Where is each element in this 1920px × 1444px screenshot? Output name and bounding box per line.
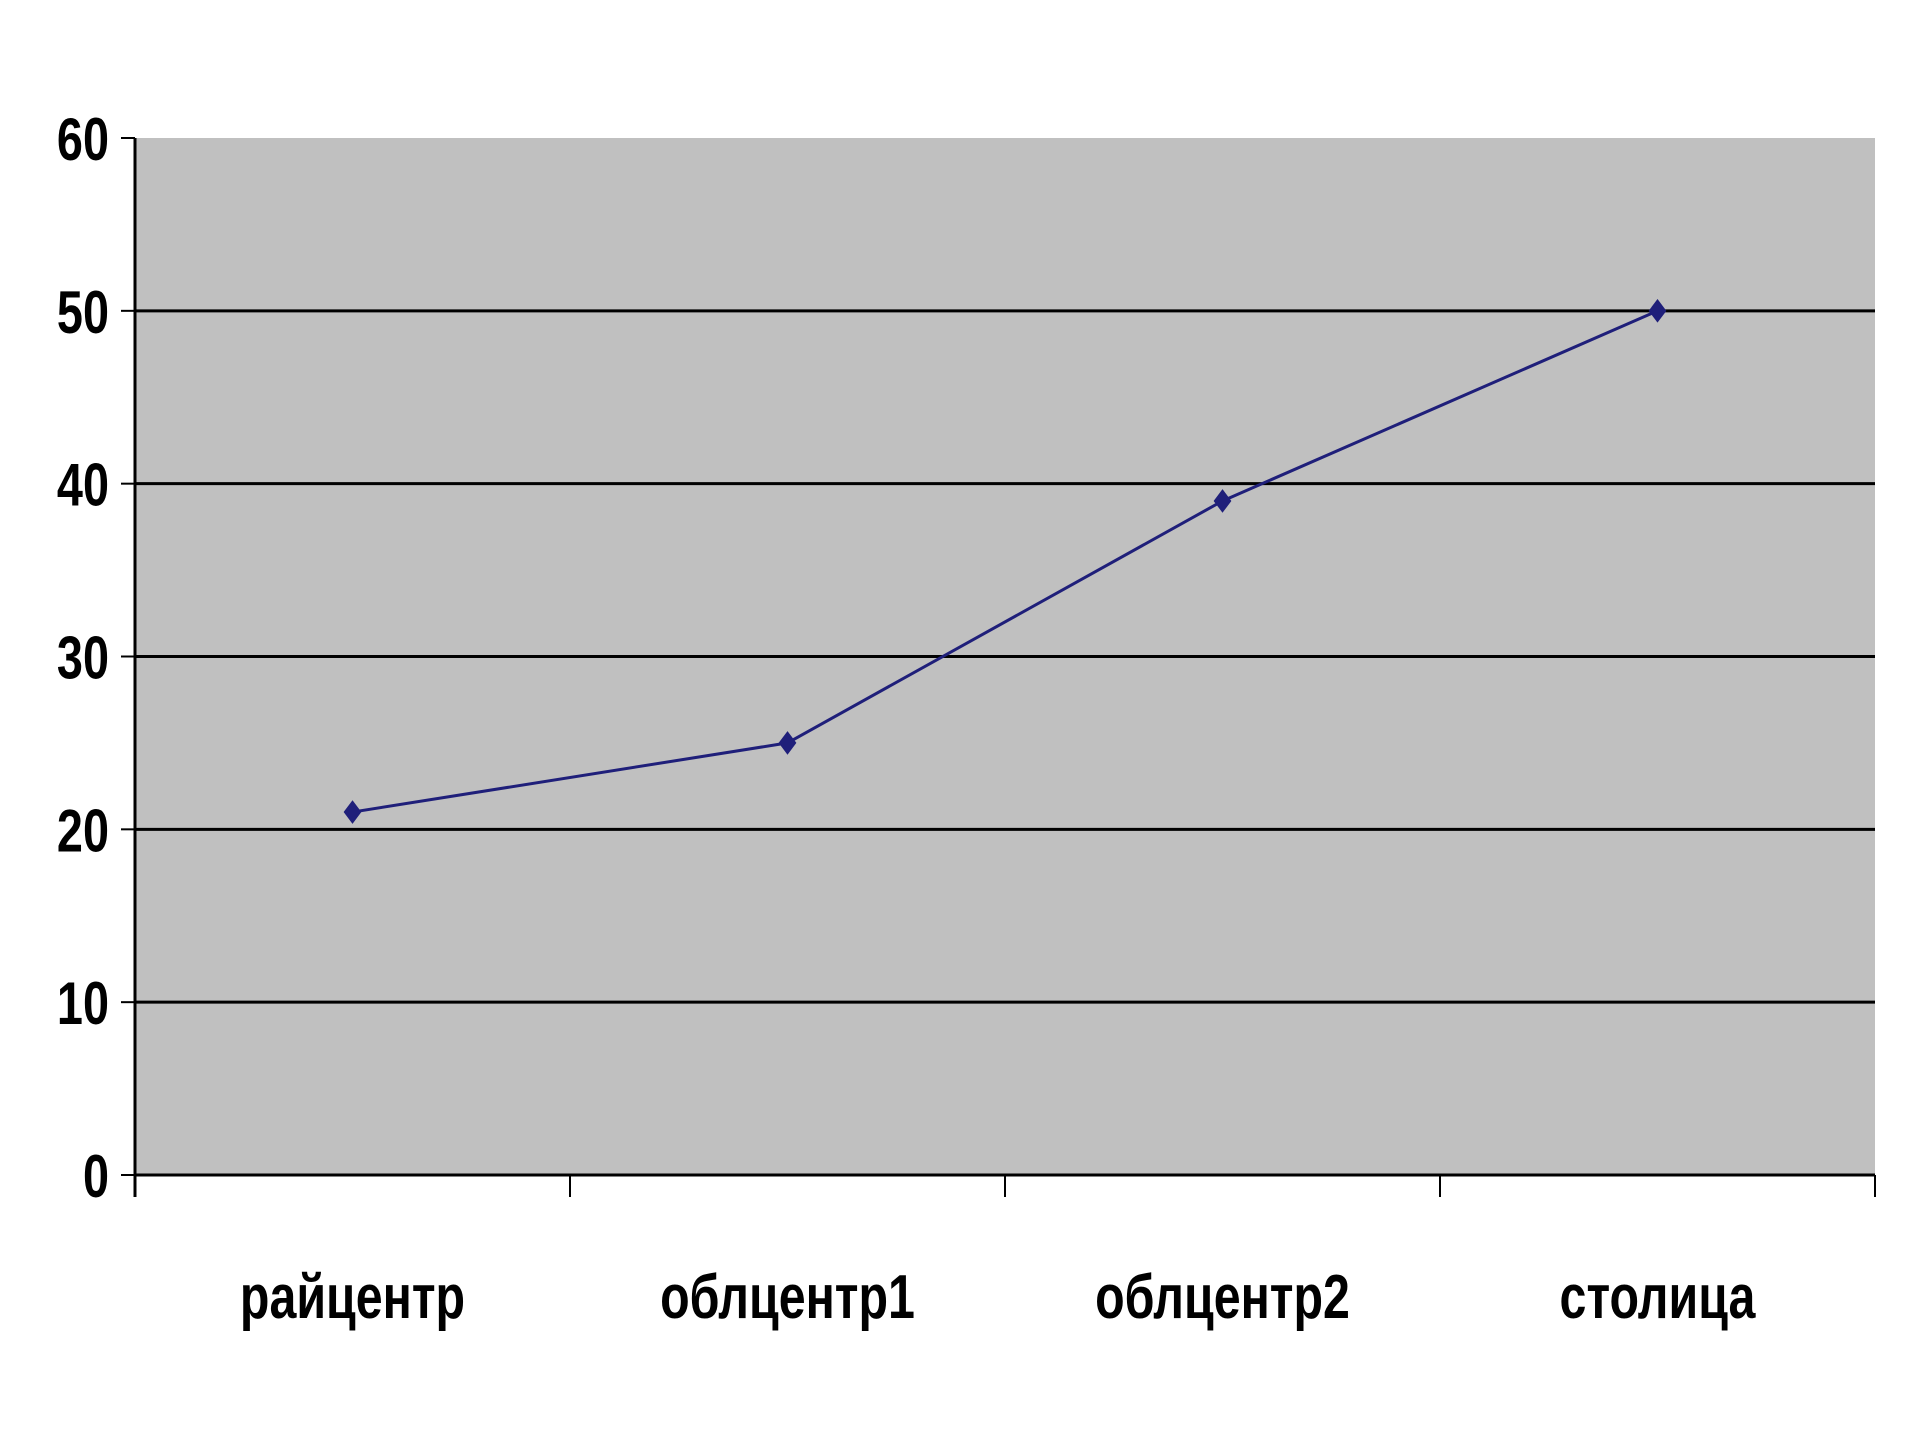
data-point-marker bbox=[343, 800, 362, 824]
data-point-marker bbox=[1213, 489, 1232, 513]
x-tick-label: облцентр1 bbox=[660, 1262, 915, 1331]
y-tick-label: 10 bbox=[57, 971, 109, 1038]
gridlines bbox=[135, 309, 1875, 1004]
x-tick-label: райцентр bbox=[240, 1262, 465, 1331]
y-tick-label: 20 bbox=[57, 798, 109, 865]
x-tick-label: облцентр2 bbox=[1095, 1262, 1350, 1331]
data-point-marker bbox=[1648, 299, 1667, 323]
data-point-marker bbox=[778, 731, 797, 755]
y-tick-label: 0 bbox=[83, 1143, 109, 1210]
series-group bbox=[343, 299, 1667, 824]
y-tick-label: 50 bbox=[57, 279, 109, 346]
y-tick-label: 30 bbox=[57, 625, 109, 692]
x-tick-label: столица bbox=[1560, 1262, 1757, 1331]
x-axis-ticks: райцентр облцентр1 облцентр2 столица bbox=[134, 1175, 1876, 1331]
y-tick-label: 60 bbox=[57, 106, 109, 173]
y-axis-ticks: 0 10 20 30 40 50 60 bbox=[57, 106, 135, 1210]
y-tick-label: 40 bbox=[57, 452, 109, 519]
series-line bbox=[352, 309, 1659, 814]
